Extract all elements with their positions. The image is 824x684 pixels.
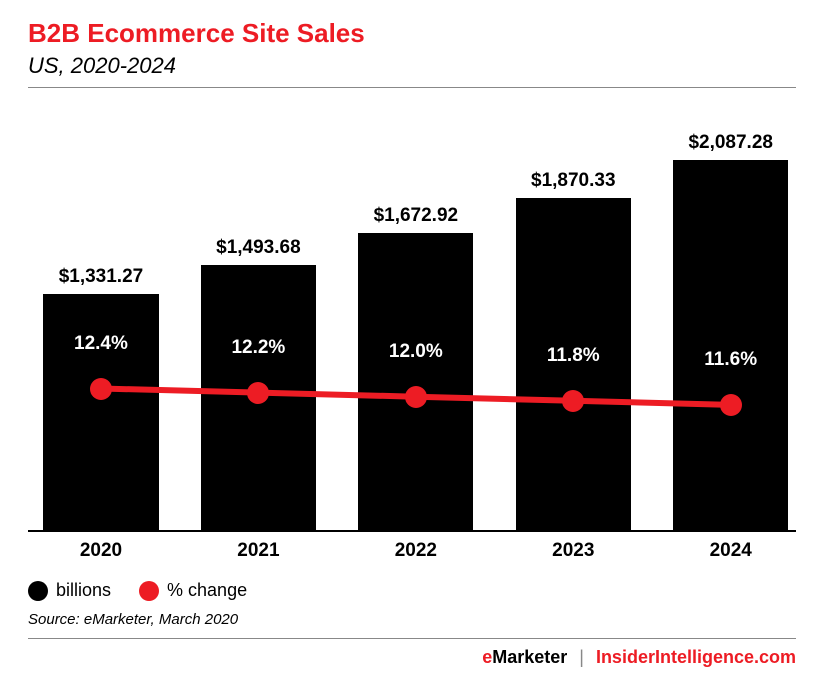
- line-marker-icon: [720, 394, 742, 416]
- footer-brand-insider: InsiderIntelligence.com: [596, 647, 796, 668]
- line-marker-icon: [90, 378, 112, 400]
- bar: [673, 160, 788, 530]
- chart-title: B2B Ecommerce Site Sales: [28, 18, 796, 49]
- bar-group: $1,870.3311.8%2023: [516, 122, 631, 530]
- bar: [43, 294, 158, 530]
- legend-label: % change: [167, 580, 247, 601]
- bar-group: $2,087.2811.6%2024: [673, 122, 788, 530]
- bar-value-label: $1,870.33: [481, 170, 665, 192]
- source-line: Source: eMarketer, March 2020: [28, 611, 796, 628]
- divider-top: [28, 87, 796, 88]
- bar-group: $1,672.9212.0%2022: [358, 122, 473, 530]
- bar-value-label: $1,331.27: [9, 266, 193, 288]
- plot-area: $1,331.2712.4%2020 $1,493.6812.2%2021 $1,6…: [28, 122, 796, 532]
- bar-value-label: $1,672.92: [324, 205, 508, 227]
- divider-bottom: [28, 638, 796, 639]
- line-marker-icon: [562, 390, 584, 412]
- pct-label: 12.0%: [358, 341, 473, 363]
- x-axis-label: 2024: [639, 540, 823, 562]
- bar: [358, 233, 473, 530]
- footer: eMarketer | InsiderIntelligence.com: [28, 647, 796, 668]
- pct-label: 12.4%: [43, 333, 158, 355]
- bar-value-label: $2,087.28: [639, 132, 823, 154]
- chart-subtitle: US, 2020-2024: [28, 53, 796, 79]
- bar-group: $1,331.2712.4%2020: [43, 122, 158, 530]
- legend-item-pct-change: % change: [139, 580, 247, 601]
- footer-separator: |: [579, 647, 584, 668]
- bar-group: $1,493.6812.2%2021: [201, 122, 316, 530]
- legend-swatch-line-icon: [139, 581, 159, 601]
- legend-swatch-bar-icon: [28, 581, 48, 601]
- legend: billions % change: [28, 580, 796, 601]
- pct-label: 12.2%: [201, 337, 316, 359]
- pct-label: 11.6%: [673, 349, 788, 371]
- line-marker-icon: [247, 382, 269, 404]
- bar-value-label: $1,493.68: [166, 237, 350, 259]
- legend-item-billions: billions: [28, 580, 111, 601]
- chart-area: $1,331.2712.4%2020 $1,493.6812.2%2021 $1,6…: [28, 122, 796, 532]
- legend-label: billions: [56, 580, 111, 601]
- pct-label: 11.8%: [516, 345, 631, 367]
- footer-brand-emarketer: eMarketer: [482, 647, 567, 668]
- line-marker-icon: [405, 386, 427, 408]
